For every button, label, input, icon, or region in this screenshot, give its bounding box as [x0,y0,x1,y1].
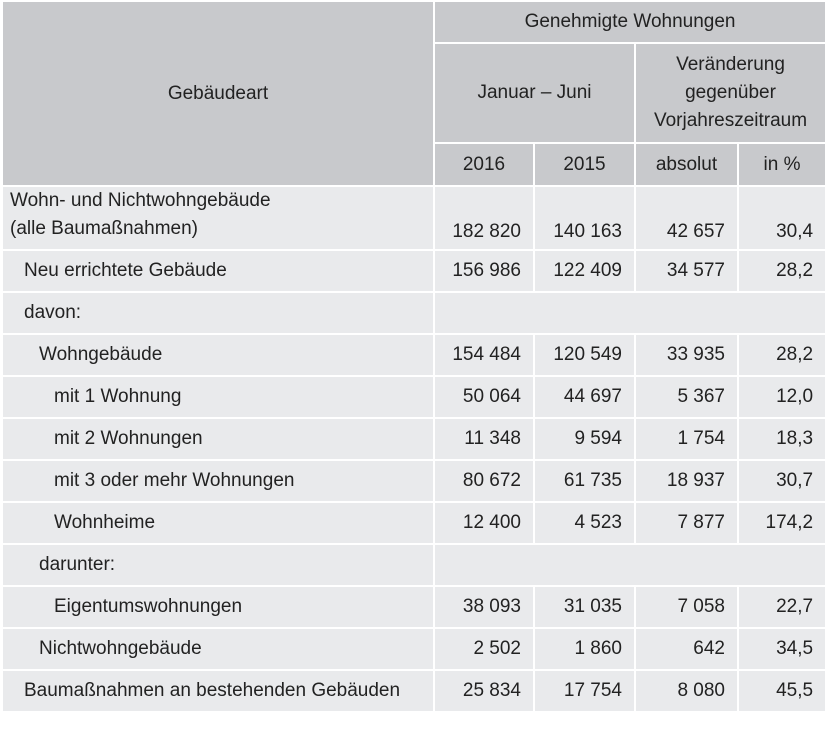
cell-pct: 30,7 [736,459,826,503]
table-row: mit 2 Wohnungen 11 348 9 594 1 754 18,3 [1,417,826,461]
housing-permits-table: Gebäudeart Genehmigte Wohnungen Januar –… [1,0,826,713]
table-row: mit 3 oder mehr Wohnungen 80 672 61 735 … [1,459,826,503]
row-label: davon: [1,291,435,335]
cell-absolut: 5 367 [634,375,739,419]
cell-2016: 38 093 [433,585,535,629]
table-row: Eigentumswohnungen 38 093 31 035 7 058 2… [1,585,826,629]
cell-absolut: 642 [634,627,739,671]
cell-2016: 80 672 [433,459,535,503]
row-label: Wohnheime [1,501,435,545]
cell-pct: 28,2 [736,249,826,293]
cell-2015: 61 735 [533,459,636,503]
cell-2016: 156 986 [433,249,535,293]
header-change: Veränderung gegenüber Vorjahreszeitraum [633,42,826,144]
empty-cells [432,543,826,587]
header-2015: 2015 [533,142,636,187]
cell-absolut: 33 935 [634,333,739,377]
table-row: davon: [1,291,826,335]
row-label: Wohngebäude [1,333,435,377]
cell-pct: 22,7 [736,585,826,629]
table-row: Wohngebäude 154 484 120 549 33 935 28,2 [1,333,826,377]
cell-absolut: 7 058 [634,585,739,629]
cell-2016: 50 064 [433,375,535,419]
header-period: Januar – Juni [433,42,636,144]
cell-2016: 154 484 [433,333,535,377]
table-row: Wohn- und Nichtwohngebäude (alle Baumaßna… [1,185,826,251]
cell-absolut: 1 754 [634,417,739,461]
cell-2015: 122 409 [533,249,636,293]
cell-2016: 11 348 [433,417,535,461]
row-label: mit 2 Wohnungen [1,417,435,461]
cell-2015: 44 697 [533,375,636,419]
cell-absolut: 8 080 [634,669,739,713]
cell-pct: 34,5 [736,627,826,671]
cell-2015: 17 754 [533,669,636,713]
cell-absolut: 18 937 [634,459,739,503]
header-pct: in % [736,142,826,187]
table-row: Baumaßnahmen an bestehenden Gebäuden 25 … [1,669,826,713]
cell-pct: 45,5 [736,669,826,713]
row-label: darunter: [1,543,435,587]
header-2016: 2016 [433,142,535,187]
header-absolut: absolut [634,142,739,187]
cell-absolut: 34 577 [634,249,739,293]
row-label: Neu errichtete Gebäude [1,249,435,293]
cell-2015: 120 549 [533,333,636,377]
cell-pct: 30,4 [736,185,826,251]
cell-2016: 182 820 [433,185,535,251]
cell-pct: 12,0 [736,375,826,419]
table-row: mit 1 Wohnung 50 064 44 697 5 367 12,0 [1,375,826,419]
empty-cells [432,291,826,335]
row-label: Nichtwohngebäude [1,627,435,671]
cell-absolut: 42 657 [634,185,739,251]
table-row: darunter: [1,543,826,587]
row-label: Eigentumswohnungen [1,585,435,629]
cell-2016: 12 400 [433,501,535,545]
cell-pct: 174,2 [736,501,826,545]
cell-2015: 4 523 [533,501,636,545]
cell-2016: 25 834 [433,669,535,713]
header-gebaeudeart: Gebäudeart [1,0,435,187]
table-row: Wohnheime 12 400 4 523 7 877 174,2 [1,501,826,545]
row-label: mit 1 Wohnung [1,375,435,419]
header-genehmigte-wohnungen: Genehmigte Wohnungen [432,0,826,44]
cell-pct: 28,2 [736,333,826,377]
table-row: Neu errichtete Gebäude 156 986 122 409 3… [1,249,826,293]
row-label: Baumaßnahmen an bestehenden Gebäuden [1,669,435,713]
row-label: Wohn- und Nichtwohngebäude (alle Baumaßna… [1,185,435,251]
cell-2015: 31 035 [533,585,636,629]
cell-2015: 1 860 [533,627,636,671]
cell-2015: 9 594 [533,417,636,461]
cell-pct: 18,3 [736,417,826,461]
row-label: mit 3 oder mehr Wohnungen [1,459,435,503]
cell-2015: 140 163 [533,185,636,251]
cell-absolut: 7 877 [634,501,739,545]
cell-2016: 2 502 [433,627,535,671]
table-row: Nichtwohngebäude 2 502 1 860 642 34,5 [1,627,826,671]
